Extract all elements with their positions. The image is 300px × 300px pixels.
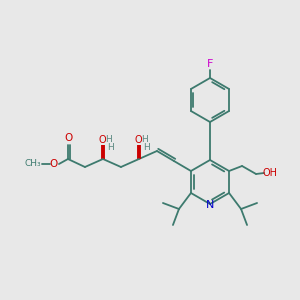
Text: H: H (144, 143, 150, 152)
Text: OH: OH (262, 168, 278, 178)
Text: O: O (98, 135, 106, 145)
Text: O: O (65, 133, 73, 143)
Text: CH₃: CH₃ (25, 160, 41, 169)
Text: H: H (108, 143, 114, 152)
Text: O: O (134, 135, 142, 145)
Text: H: H (106, 136, 112, 145)
Text: H: H (142, 136, 148, 145)
Text: F: F (207, 59, 213, 69)
Text: O: O (50, 159, 58, 169)
Text: N: N (206, 200, 214, 210)
